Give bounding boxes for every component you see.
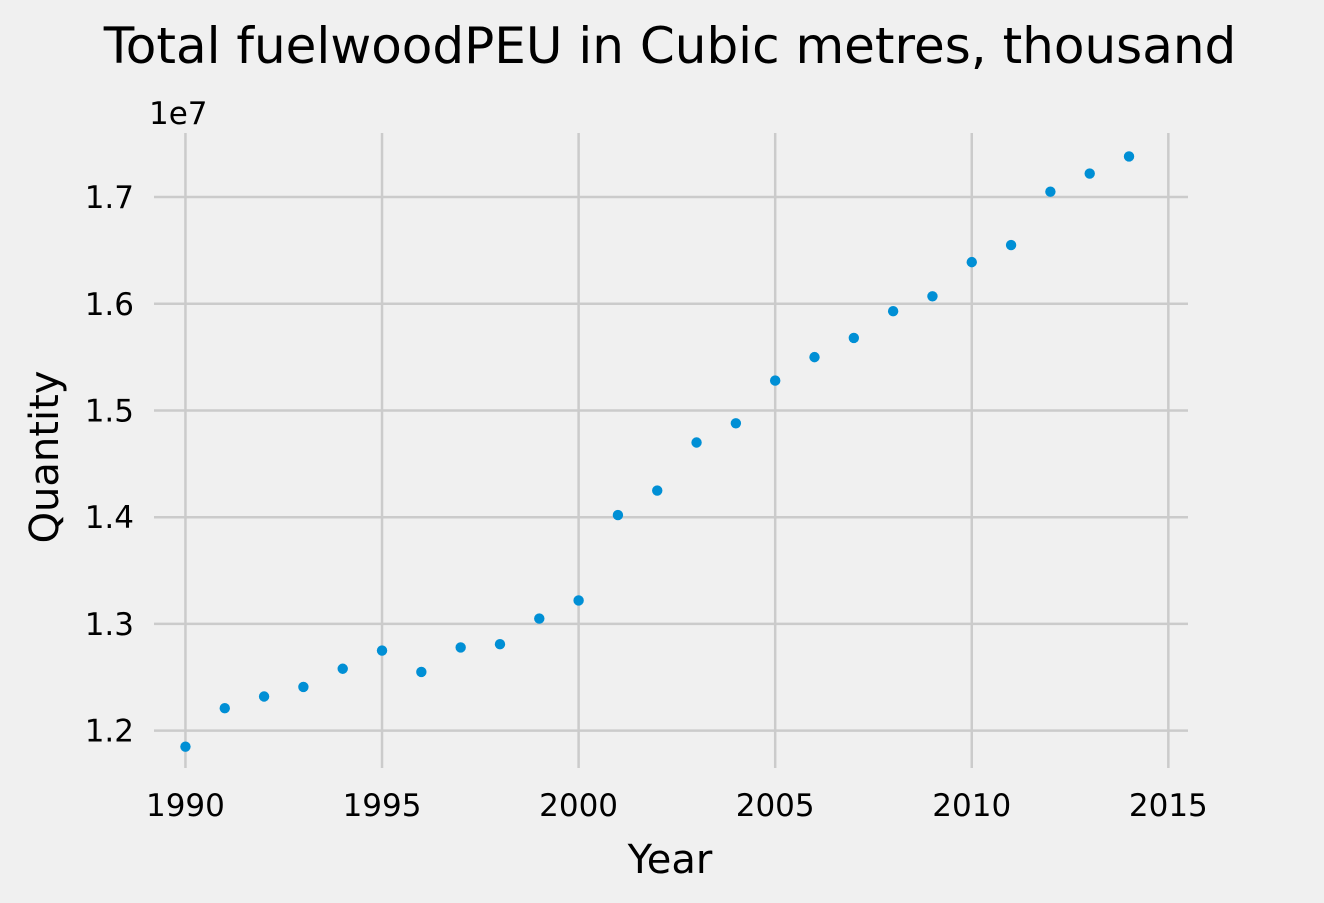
x-tick-label: 2015: [1129, 788, 1208, 824]
x-tick-label: 1990: [146, 788, 225, 824]
y-axis-offset-label: 1e7: [149, 96, 208, 132]
x-tick-label: 2005: [736, 788, 815, 824]
chart-title: Total fuelwoodPEU in Cubic metres, thous…: [103, 17, 1237, 75]
data-point: [219, 703, 230, 714]
y-axis-label: Quantity: [22, 371, 68, 544]
y-tick-labels: 1.2 1.3 1.4 1.5 1.6 1.7: [85, 180, 134, 750]
data-point: [180, 741, 191, 752]
data-point: [494, 639, 506, 650]
data-point: [298, 681, 309, 693]
y-tick-label: 1.2: [85, 714, 134, 750]
data-point: [927, 291, 938, 302]
x-tick-label: 2000: [539, 788, 618, 824]
y-tick-label: 1.5: [85, 393, 134, 429]
x-tick-label: 1995: [343, 788, 422, 824]
data-point: [612, 509, 624, 521]
x-axis-label: Year: [627, 837, 713, 883]
data-point: [1005, 239, 1017, 251]
data-point: [652, 485, 663, 496]
data-point: [416, 666, 427, 678]
data-point: [1084, 168, 1095, 179]
data-point: [573, 595, 584, 606]
x-gridlines: [184, 133, 1170, 768]
y-tick-label: 1.3: [85, 607, 134, 643]
y-tick-label: 1.4: [85, 500, 134, 536]
data-point: [848, 332, 860, 344]
data-point: [258, 691, 270, 702]
data-point: [691, 437, 702, 448]
data-point: [769, 375, 781, 386]
data-point: [1045, 186, 1056, 197]
y-gridlines: [154, 195, 1188, 732]
data-point: [887, 306, 899, 317]
data-points: [180, 151, 1135, 752]
x-tick-labels: 1990 1995 2000 2005 2010 2015: [146, 788, 1208, 824]
data-point: [730, 418, 742, 429]
data-point: [1123, 151, 1135, 162]
data-point: [455, 642, 466, 653]
y-tick-label: 1.7: [85, 180, 134, 216]
data-point: [376, 645, 388, 656]
x-tick-label: 2010: [932, 788, 1011, 824]
data-point: [534, 613, 545, 624]
y-tick-label: 1.6: [85, 287, 134, 323]
data-point: [809, 351, 820, 363]
data-point: [337, 663, 348, 674]
data-point: [966, 256, 977, 268]
